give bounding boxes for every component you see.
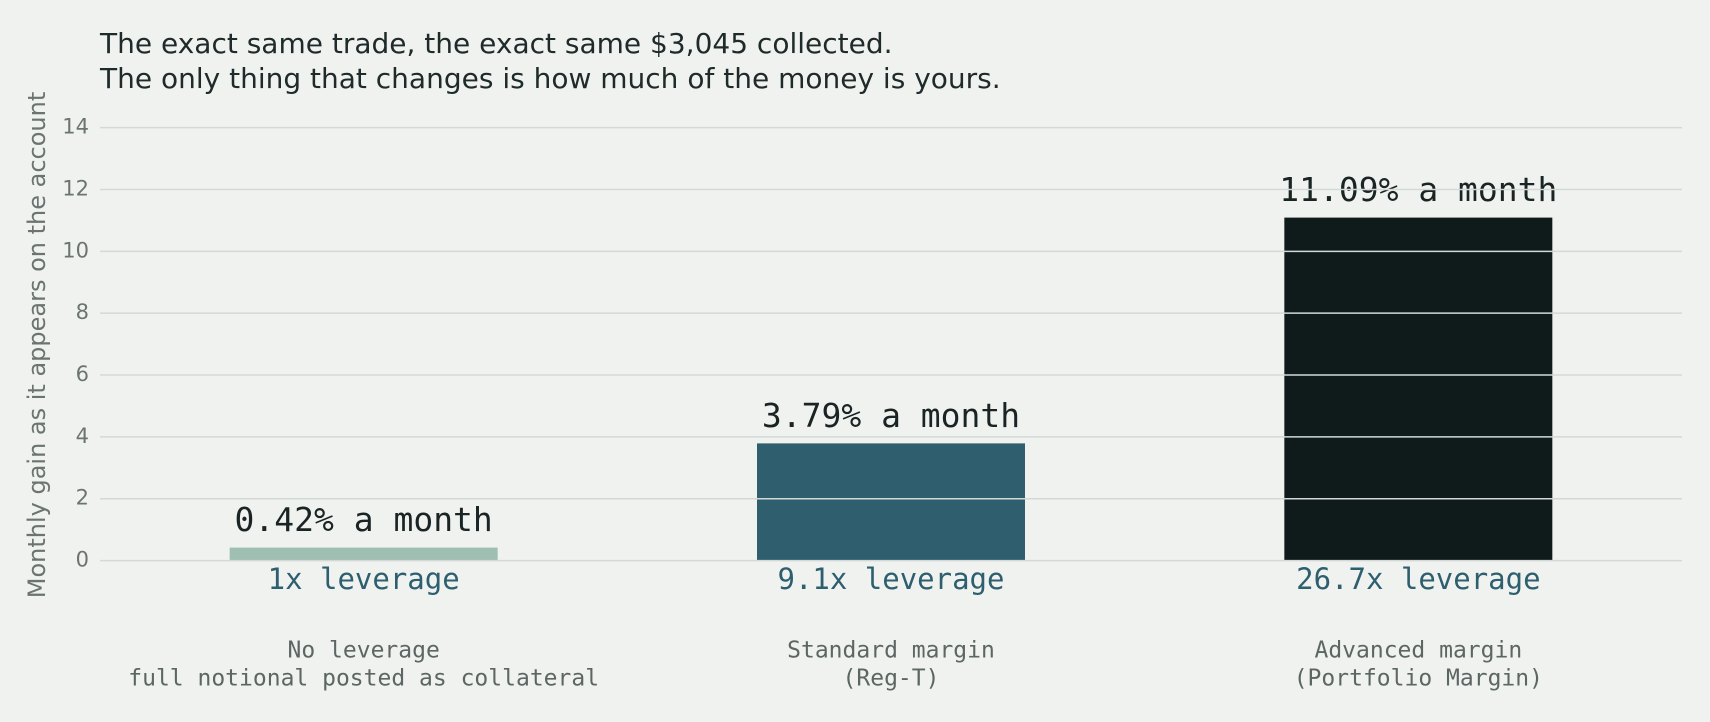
- chart-title: The exact same trade, the exact same $3,…: [99, 27, 893, 60]
- y-tick-label: 8: [76, 300, 89, 324]
- chart-title: The only thing that changes is how much …: [99, 62, 1001, 95]
- bar: [1284, 217, 1553, 561]
- y-tick-label: 10: [62, 238, 89, 262]
- y-tick-label: 2: [76, 486, 89, 510]
- bar: [757, 443, 1025, 561]
- x-tick-label: No leverage: [288, 638, 440, 664]
- y-tick-label: 12: [62, 176, 89, 200]
- leverage-label: 9.1x leverage: [778, 562, 1005, 596]
- x-tick-label: full notional posted as collateral: [128, 666, 599, 692]
- y-tick-label: 14: [62, 115, 89, 139]
- x-tick-label: Standard margin: [787, 638, 995, 664]
- x-tick-label: Advanced margin: [1314, 638, 1522, 664]
- y-axis-label: Monthly gain as it appears on the accoun…: [23, 92, 51, 599]
- y-tick-label: 0: [76, 548, 89, 572]
- leverage-label: 26.7x leverage: [1296, 562, 1540, 596]
- value-label: 3.79% a month: [762, 396, 1020, 435]
- y-tick-label: 4: [76, 424, 89, 448]
- value-label: 0.42% a month: [235, 500, 493, 539]
- leverage-label: 1x leverage: [268, 562, 460, 596]
- y-tick-label: 6: [76, 362, 89, 386]
- x-tick-label: (Reg-T): [843, 666, 940, 692]
- x-tick-label: (Portfolio Margin): [1294, 666, 1543, 692]
- bar: [229, 547, 498, 561]
